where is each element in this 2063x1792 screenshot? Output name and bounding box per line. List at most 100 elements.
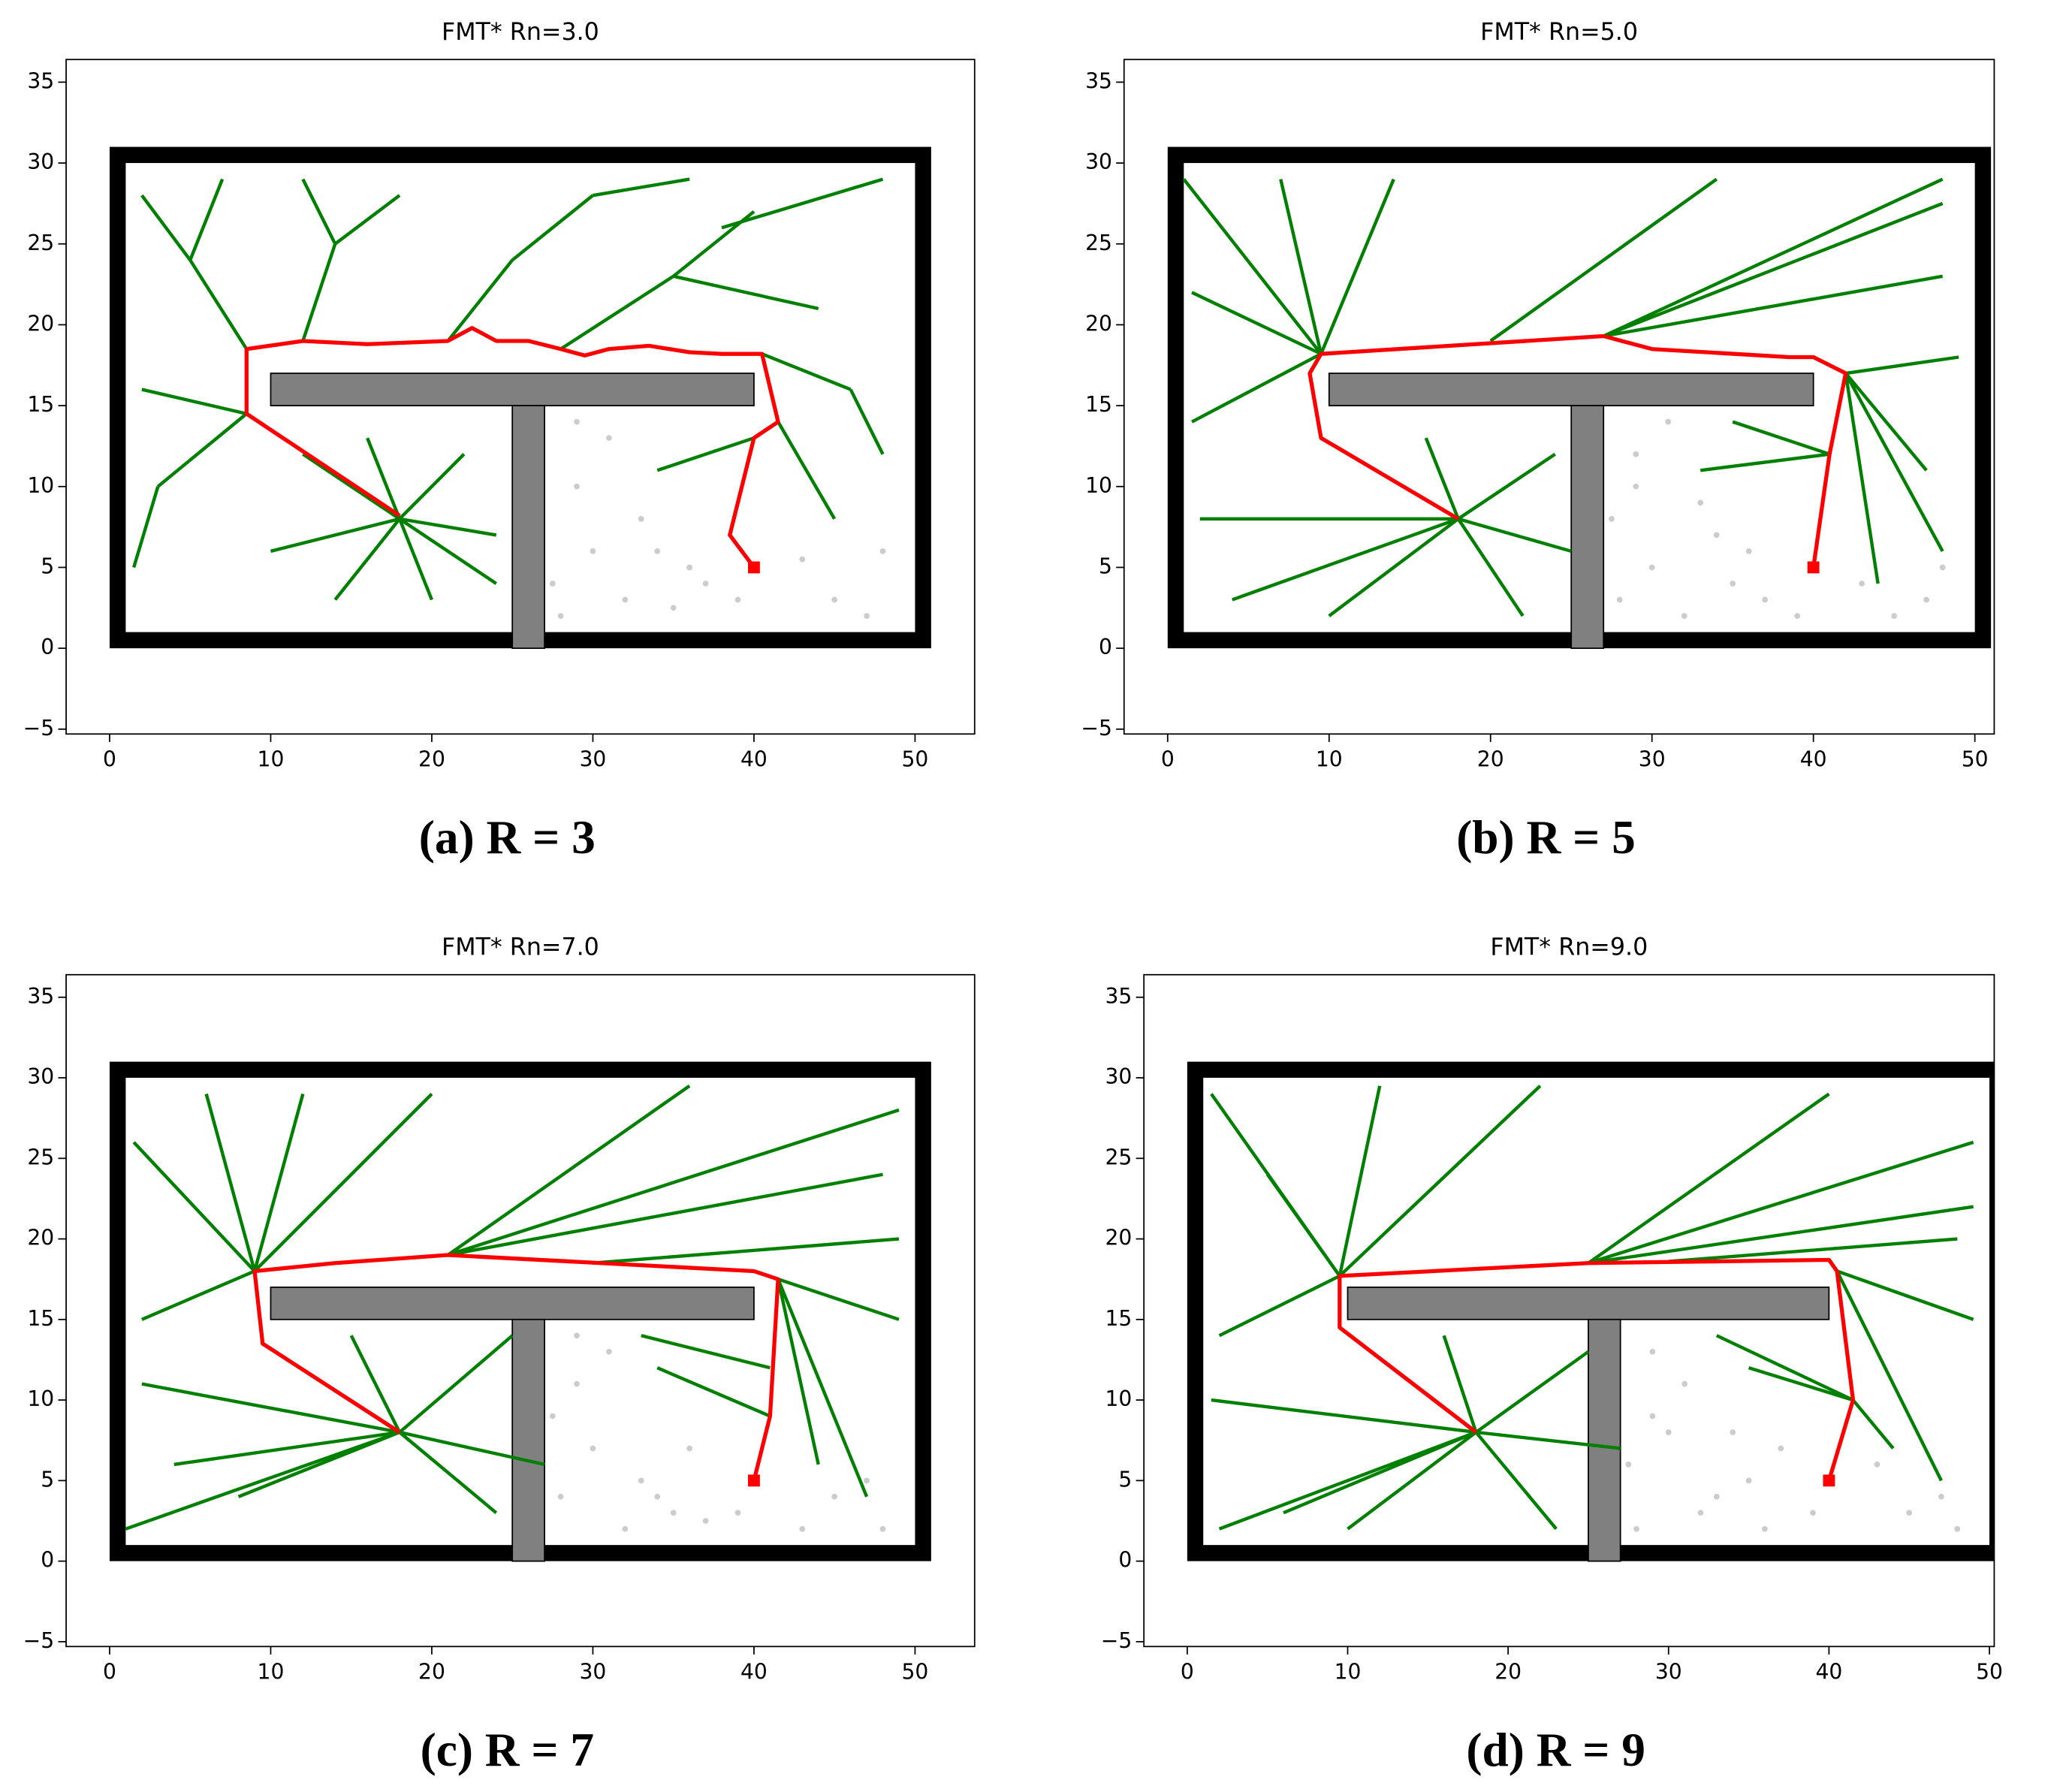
sample-point — [1697, 499, 1704, 506]
x-tick-label: 20 — [1477, 747, 1504, 772]
sample-point — [879, 1525, 886, 1532]
y-tick-label: 0 — [41, 635, 54, 659]
sample-point — [831, 1493, 838, 1500]
plot-area — [109, 1061, 931, 1562]
sample-point — [1859, 581, 1865, 587]
y-tick-label: 30 — [1105, 1064, 1132, 1089]
sample-point — [1810, 1510, 1816, 1516]
y-tick-label: 30 — [1085, 149, 1112, 174]
y-tick-label: 30 — [27, 149, 54, 174]
x-tick-label: 50 — [1962, 747, 1989, 772]
x-tick-label: 0 — [1181, 1660, 1194, 1685]
sample-point — [1665, 418, 1672, 425]
x-tick-label: 0 — [103, 1660, 116, 1685]
sample-point — [1665, 1429, 1672, 1435]
sample-point — [1625, 1462, 1632, 1468]
sample-point — [1616, 596, 1623, 603]
sample-point — [557, 613, 564, 619]
y-tick-label: 25 — [27, 1145, 54, 1169]
sample-point — [574, 483, 580, 490]
sample-point — [622, 596, 629, 603]
y-tick-label: 15 — [1085, 392, 1112, 417]
sample-point — [606, 1348, 612, 1355]
goal-marker — [1823, 1474, 1835, 1487]
x-tick-label: 50 — [902, 747, 929, 772]
x-tick-label: 30 — [1655, 1660, 1682, 1685]
y-tick-label: 5 — [41, 554, 54, 578]
sample-point — [702, 581, 709, 587]
y-tick-label: 0 — [1118, 1548, 1132, 1573]
caption: (b) R = 5 — [1456, 811, 1636, 864]
obstacle — [511, 1318, 545, 1562]
sample-point — [1939, 564, 1946, 571]
obstacle — [1328, 373, 1814, 406]
y-tick-label: 35 — [1105, 984, 1132, 1009]
sample-point — [1891, 613, 1898, 619]
sample-point — [1730, 581, 1736, 587]
axes-frame — [65, 59, 976, 735]
sample-point — [1649, 1413, 1656, 1419]
x-tick-label: 10 — [1335, 1660, 1362, 1685]
plot-area — [1187, 1061, 1995, 1562]
sample-point — [1794, 613, 1801, 619]
sample-point — [1778, 1445, 1784, 1452]
sample-point — [638, 1477, 644, 1484]
sample-point — [1697, 1510, 1704, 1516]
y-tick-label: 10 — [1105, 1386, 1132, 1411]
x-tick-label: 20 — [418, 747, 445, 772]
y-tick-label: 30 — [27, 1064, 54, 1089]
tree-edges — [125, 1084, 900, 1531]
y-tick-label: −5 — [23, 1628, 55, 1653]
sample-point — [654, 548, 661, 554]
sample-point — [1745, 548, 1752, 554]
sample-point — [606, 435, 612, 442]
sample-point — [574, 1332, 580, 1339]
sample-point — [1648, 564, 1655, 571]
path-line — [1307, 333, 1848, 568]
x-tick-label: 0 — [103, 747, 116, 772]
y-tick-label: 10 — [27, 473, 54, 498]
sample-point — [1633, 451, 1639, 457]
x-tick-label: 30 — [580, 747, 607, 772]
sample-point — [734, 596, 741, 603]
sample-point — [1649, 1348, 1656, 1355]
chart-title: FMT* Rn=5.0 — [1480, 19, 1638, 46]
y-tick-label: −5 — [1081, 716, 1112, 741]
sample-point — [1938, 1493, 1944, 1500]
sample-point — [1762, 596, 1769, 603]
plot-area — [109, 146, 931, 650]
path-line — [1338, 1257, 1856, 1482]
x-tick-label: 10 — [258, 747, 285, 772]
y-tick-label: 10 — [1085, 473, 1112, 498]
y-tick-label: 35 — [1085, 68, 1112, 93]
y-tick-label: 25 — [1085, 231, 1112, 255]
x-tick-label: 0 — [1161, 747, 1175, 772]
sample-point — [1713, 532, 1720, 539]
y-tick-label: −5 — [23, 716, 55, 741]
sample-point — [1923, 596, 1930, 603]
sample-point — [590, 1445, 596, 1452]
y-tick-label: 20 — [1085, 311, 1112, 336]
obstacle — [1570, 405, 1605, 650]
goal-marker — [748, 1474, 760, 1487]
path-line — [252, 1253, 780, 1481]
sample-point — [1762, 1525, 1768, 1532]
y-tick-label: 15 — [27, 392, 54, 417]
sample-point — [686, 1445, 693, 1452]
axes-frame — [1143, 973, 1995, 1648]
sample-point — [831, 596, 838, 603]
sample-point — [670, 1510, 677, 1516]
x-tick-label: 40 — [740, 1660, 768, 1685]
sample-point — [799, 1525, 806, 1532]
sample-point — [549, 581, 556, 587]
x-tick-label: 20 — [418, 1660, 445, 1685]
y-tick-label: 35 — [27, 984, 54, 1009]
y-tick-label: 5 — [1118, 1467, 1132, 1492]
sample-point — [879, 548, 886, 554]
sample-point — [1730, 1429, 1736, 1435]
y-tick-label: −5 — [1101, 1628, 1133, 1653]
sample-point — [864, 613, 870, 619]
path-line — [244, 326, 780, 569]
